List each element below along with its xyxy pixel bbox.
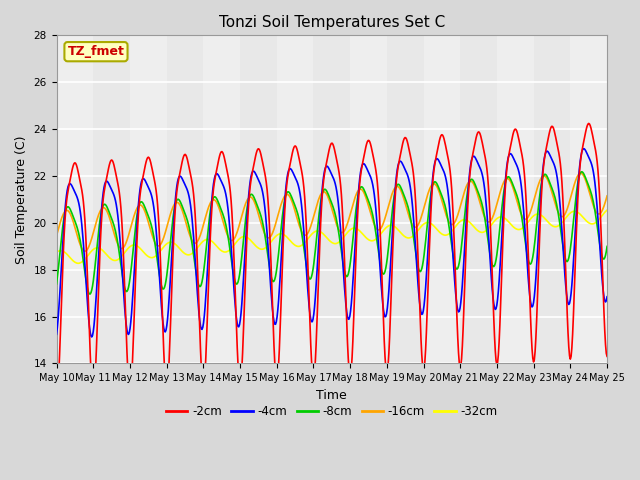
-4cm bbox=[205, 241, 212, 247]
-4cm bbox=[52, 331, 60, 337]
Text: TZ_fmet: TZ_fmet bbox=[68, 45, 124, 58]
-16cm bbox=[81, 248, 89, 254]
Line: -8cm: -8cm bbox=[56, 172, 607, 294]
-8cm bbox=[604, 243, 611, 249]
-16cm bbox=[399, 194, 407, 200]
Bar bbox=[497, 36, 534, 363]
-16cm bbox=[52, 233, 60, 239]
-4cm bbox=[120, 294, 128, 300]
-16cm bbox=[63, 207, 70, 213]
-2cm bbox=[585, 120, 593, 126]
Legend: -2cm, -4cm, -8cm, -16cm, -32cm: -2cm, -4cm, -8cm, -16cm, -32cm bbox=[161, 401, 502, 423]
-8cm bbox=[399, 191, 407, 197]
-16cm bbox=[205, 204, 212, 209]
-2cm bbox=[399, 141, 406, 147]
-2cm bbox=[175, 175, 183, 180]
-4cm bbox=[604, 294, 611, 300]
X-axis label: Time: Time bbox=[316, 389, 347, 402]
-8cm bbox=[120, 282, 128, 288]
-4cm bbox=[88, 334, 95, 340]
-32cm bbox=[205, 237, 212, 242]
Line: -2cm: -2cm bbox=[56, 123, 607, 398]
Bar bbox=[276, 36, 314, 363]
Line: -16cm: -16cm bbox=[56, 173, 607, 251]
-16cm bbox=[604, 193, 611, 199]
-4cm bbox=[580, 146, 588, 152]
Bar bbox=[350, 36, 387, 363]
-16cm bbox=[577, 170, 585, 176]
-32cm bbox=[604, 207, 611, 213]
-2cm bbox=[52, 396, 60, 401]
Bar bbox=[204, 36, 240, 363]
-32cm bbox=[176, 246, 184, 252]
-32cm bbox=[399, 233, 407, 239]
Y-axis label: Soil Temperature (C): Soil Temperature (C) bbox=[15, 135, 28, 264]
-32cm bbox=[52, 250, 60, 255]
-8cm bbox=[205, 219, 212, 225]
-2cm bbox=[415, 274, 422, 280]
-2cm bbox=[119, 245, 127, 251]
-4cm bbox=[399, 163, 407, 168]
-8cm bbox=[415, 268, 423, 274]
-16cm bbox=[120, 244, 128, 250]
-2cm bbox=[204, 292, 212, 298]
-8cm bbox=[63, 205, 70, 211]
-8cm bbox=[86, 291, 94, 297]
-4cm bbox=[63, 192, 70, 198]
-2cm bbox=[63, 199, 70, 205]
-32cm bbox=[74, 261, 82, 266]
-8cm bbox=[578, 169, 586, 175]
Bar bbox=[56, 36, 93, 363]
Title: Tonzi Soil Temperatures Set C: Tonzi Soil Temperatures Set C bbox=[219, 15, 445, 30]
Bar bbox=[130, 36, 166, 363]
Line: -4cm: -4cm bbox=[56, 149, 607, 337]
-8cm bbox=[176, 198, 184, 204]
-16cm bbox=[176, 202, 184, 208]
-4cm bbox=[415, 299, 423, 304]
-8cm bbox=[52, 281, 60, 287]
-32cm bbox=[415, 226, 423, 231]
-4cm bbox=[176, 173, 184, 179]
-16cm bbox=[415, 219, 423, 225]
-2cm bbox=[604, 353, 611, 359]
Bar bbox=[424, 36, 460, 363]
Line: -32cm: -32cm bbox=[56, 210, 607, 264]
Bar bbox=[570, 36, 607, 363]
-32cm bbox=[120, 251, 128, 256]
-32cm bbox=[63, 251, 70, 257]
